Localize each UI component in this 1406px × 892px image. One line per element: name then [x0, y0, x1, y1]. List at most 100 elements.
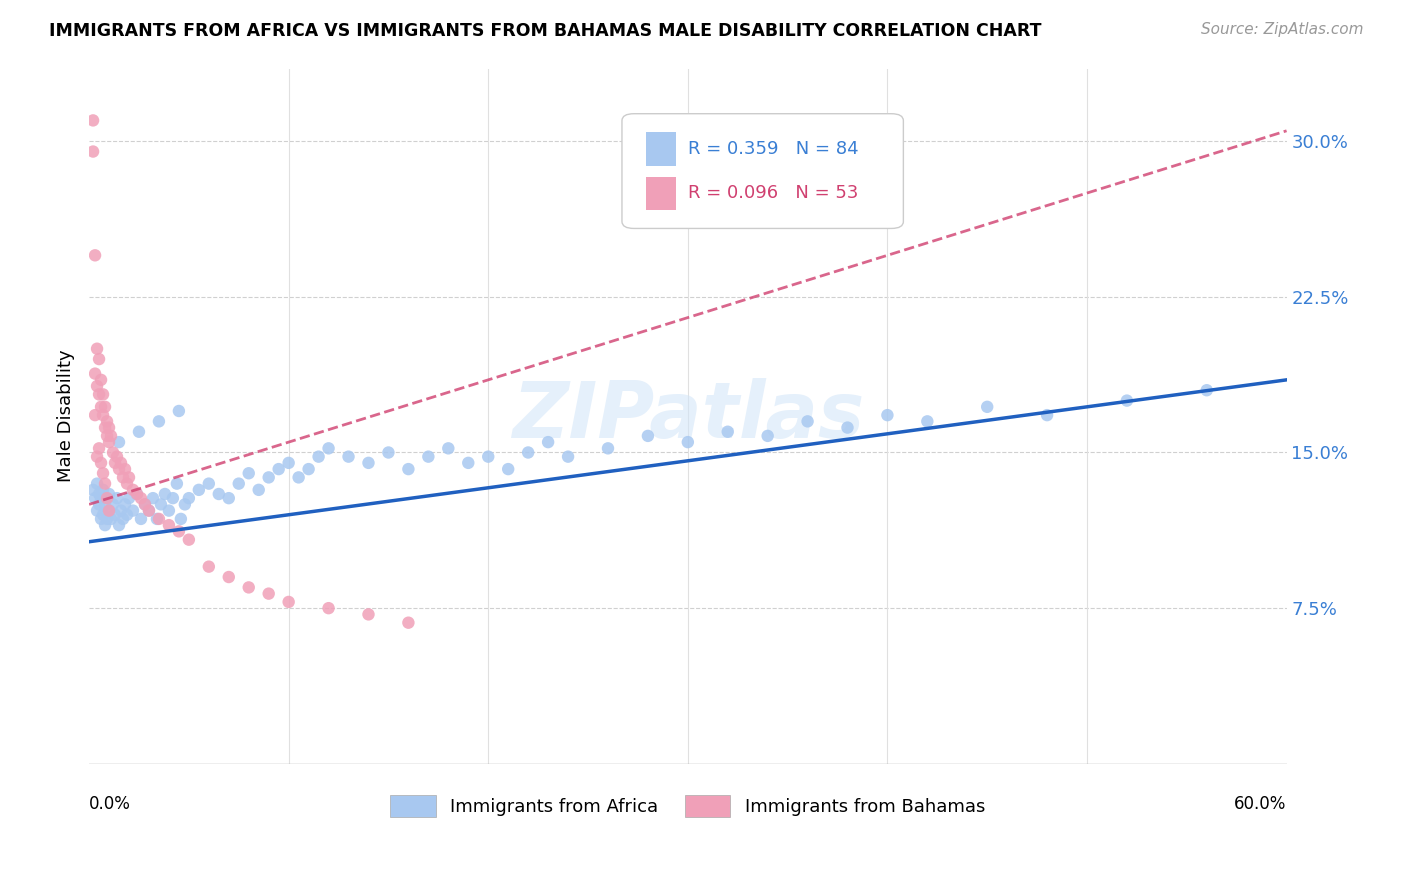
Point	[90, 491, 112, 505]
Point	[148, 512, 170, 526]
Point	[170, 512, 193, 526]
Point	[101, 445, 124, 459]
Point	[287, 470, 309, 484]
Point	[98, 487, 121, 501]
Point	[198, 559, 221, 574]
Point	[157, 518, 180, 533]
Point	[157, 503, 180, 517]
Point	[396, 462, 419, 476]
Text: Source: ZipAtlas.com: Source: ZipAtlas.com	[1201, 22, 1364, 37]
Point	[796, 414, 818, 428]
Point	[91, 467, 114, 481]
Point	[267, 462, 290, 476]
Point	[110, 503, 132, 517]
Point	[917, 414, 939, 428]
Point	[377, 445, 399, 459]
Point	[96, 491, 118, 505]
Point	[537, 435, 560, 450]
FancyBboxPatch shape	[645, 177, 676, 210]
Point	[108, 435, 131, 450]
Point	[91, 483, 114, 497]
Point	[208, 487, 231, 501]
Point	[228, 476, 250, 491]
Point	[257, 587, 280, 601]
Point	[162, 491, 184, 505]
Point	[87, 442, 110, 456]
Point	[94, 497, 117, 511]
Point	[86, 450, 108, 464]
Point	[94, 476, 117, 491]
Point	[118, 491, 141, 505]
Point	[167, 524, 190, 539]
Point	[96, 429, 118, 443]
Point	[122, 483, 145, 497]
Point	[96, 512, 118, 526]
Point	[357, 456, 380, 470]
Point	[129, 491, 152, 505]
Point	[110, 456, 132, 470]
Point	[86, 476, 108, 491]
Point	[637, 429, 659, 443]
Point	[756, 429, 779, 443]
Text: R = 0.359   N = 84: R = 0.359 N = 84	[688, 140, 859, 158]
Point	[138, 503, 160, 517]
Point	[129, 512, 152, 526]
Point	[87, 387, 110, 401]
Point	[82, 113, 104, 128]
Point	[238, 581, 260, 595]
Point	[125, 487, 148, 501]
Point	[98, 503, 121, 517]
Point	[187, 483, 209, 497]
Text: 60.0%: 60.0%	[1234, 795, 1286, 813]
Point	[173, 497, 195, 511]
Point	[318, 442, 340, 456]
Point	[87, 352, 110, 367]
Point	[82, 483, 104, 497]
Point	[717, 425, 740, 439]
Legend: Immigrants from Africa, Immigrants from Bahamas: Immigrants from Africa, Immigrants from …	[384, 788, 993, 824]
Point	[91, 387, 114, 401]
Point	[277, 595, 299, 609]
Point	[96, 491, 118, 505]
Point	[86, 342, 108, 356]
Text: 0.0%: 0.0%	[89, 795, 131, 813]
Point	[1195, 383, 1218, 397]
Point	[84, 408, 107, 422]
Point	[90, 400, 112, 414]
Point	[101, 497, 124, 511]
Point	[94, 400, 117, 414]
Point	[90, 456, 112, 470]
Point	[308, 450, 330, 464]
Point	[146, 512, 169, 526]
Point	[557, 450, 579, 464]
Point	[134, 497, 156, 511]
Point	[128, 425, 150, 439]
Point	[84, 491, 107, 505]
Point	[177, 491, 200, 505]
Point	[94, 518, 117, 533]
Point	[111, 470, 134, 484]
Point	[457, 456, 479, 470]
Text: IMMIGRANTS FROM AFRICA VS IMMIGRANTS FROM BAHAMAS MALE DISABILITY CORRELATION CH: IMMIGRANTS FROM AFRICA VS IMMIGRANTS FRO…	[49, 22, 1042, 40]
Point	[114, 497, 136, 511]
FancyBboxPatch shape	[645, 132, 676, 166]
Point	[496, 462, 519, 476]
Point	[876, 408, 898, 422]
Point	[837, 420, 859, 434]
Point	[98, 420, 121, 434]
Point	[337, 450, 360, 464]
Text: ZIPatlas: ZIPatlas	[512, 378, 863, 454]
Point	[111, 512, 134, 526]
Point	[1116, 393, 1139, 408]
Point	[297, 462, 319, 476]
Point	[94, 420, 117, 434]
Point	[108, 462, 131, 476]
Point	[104, 508, 127, 522]
Point	[86, 503, 108, 517]
Point	[149, 497, 172, 511]
Point	[98, 435, 121, 450]
Text: R = 0.096   N = 53: R = 0.096 N = 53	[688, 185, 858, 202]
Point	[676, 435, 699, 450]
Point	[91, 508, 114, 522]
FancyBboxPatch shape	[621, 113, 904, 228]
